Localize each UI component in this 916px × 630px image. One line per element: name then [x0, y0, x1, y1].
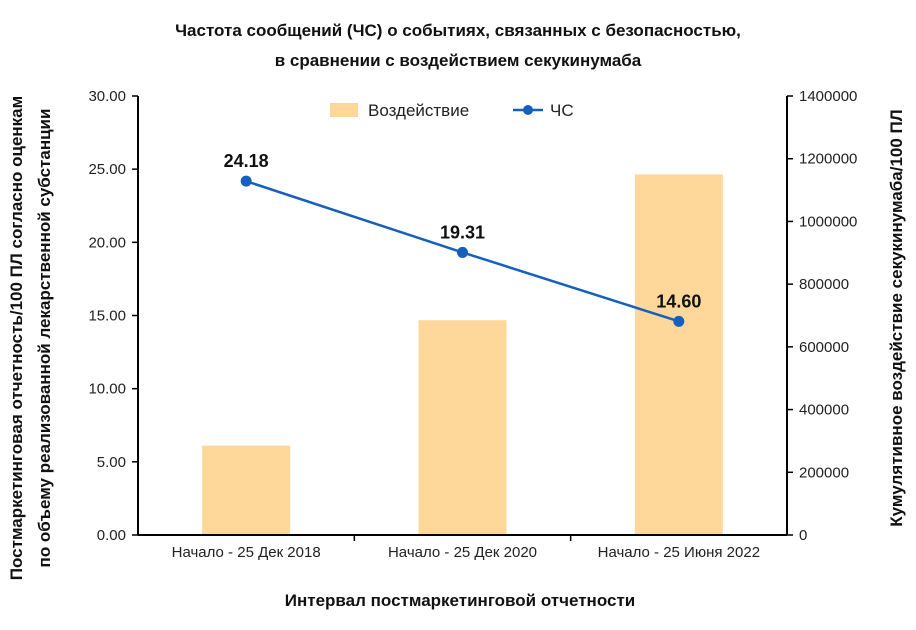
bar-1	[202, 445, 291, 535]
chart-title-line-1: Частота сообщений (ЧС) о событиях, связа…	[175, 21, 741, 40]
left-axis-title: Постмаркетинговая отчетность/100 ПЛ согл…	[7, 96, 54, 580]
right-tick-label: 400000	[799, 402, 849, 419]
bar-series	[202, 174, 723, 535]
left-tick-label: 10.00	[88, 381, 126, 398]
category-label-1: Начало - 25 Дек 2018	[172, 544, 321, 561]
category-label-2: Начало - 25 Дек 2020	[388, 544, 537, 561]
line-series: 24.18 19.31 14.60	[224, 151, 701, 327]
rate-point-2	[457, 246, 468, 258]
left-tick-label: 30.00	[88, 88, 126, 105]
bar-2	[418, 320, 507, 535]
rate-data-label-1: 24.18	[224, 151, 269, 171]
rate-data-label-3: 14.60	[656, 291, 701, 311]
category-labels: Начало - 25 Дек 2018 Начало - 25 Дек 2020…	[172, 535, 760, 561]
chart-title-line-2: в сравнении с воздействием секукинумаба	[275, 51, 642, 70]
rate-data-label-2: 19.31	[440, 222, 485, 242]
bar-3	[634, 174, 723, 535]
legend-bar-label: Воздействие	[368, 101, 469, 120]
rate-point-1	[240, 175, 252, 187]
left-tick-label: 0.00	[97, 527, 126, 544]
left-axis-ticks: 0.00 5.00 10.00 15.00 20.00 25.00 30.00	[88, 88, 138, 544]
category-label-3: Начало - 25 Июня 2022	[598, 544, 760, 561]
left-tick-label: 5.00	[97, 454, 126, 471]
rate-point-3	[673, 315, 685, 327]
left-tick-label: 15.00	[88, 308, 126, 325]
left-axis-title-line-1: Постмаркетинговая отчетность/100 ПЛ согл…	[7, 96, 26, 580]
x-axis-title: Интервал постмаркетинговой отчетности	[285, 591, 635, 610]
right-tick-label: 1200000	[799, 151, 857, 168]
right-axis-title: Кумулятивное воздействие секукинумаба/10…	[887, 109, 906, 526]
right-tick-label: 0	[799, 527, 807, 544]
right-tick-label: 1400000	[799, 88, 857, 105]
right-tick-label: 200000	[799, 464, 849, 481]
right-axis-ticks: 0 200000 400000 600000 800000 1000000 1200000 1…	[787, 88, 857, 544]
chart-title: Частота сообщений (ЧС) о событиях, связа…	[175, 21, 741, 70]
legend-line-label: ЧС	[550, 101, 574, 120]
left-tick-label: 20.00	[88, 234, 126, 251]
right-tick-label: 800000	[799, 276, 849, 293]
left-axis-title-line-2: по объему реализованной лекарственной су…	[35, 109, 54, 568]
left-tick-label: 25.00	[88, 161, 126, 178]
legend-bar-swatch	[330, 103, 358, 117]
legend-line-marker	[523, 105, 533, 115]
legend: Воздействие ЧС	[330, 101, 574, 120]
right-tick-label: 1000000	[799, 213, 857, 230]
right-tick-label: 600000	[799, 339, 849, 356]
